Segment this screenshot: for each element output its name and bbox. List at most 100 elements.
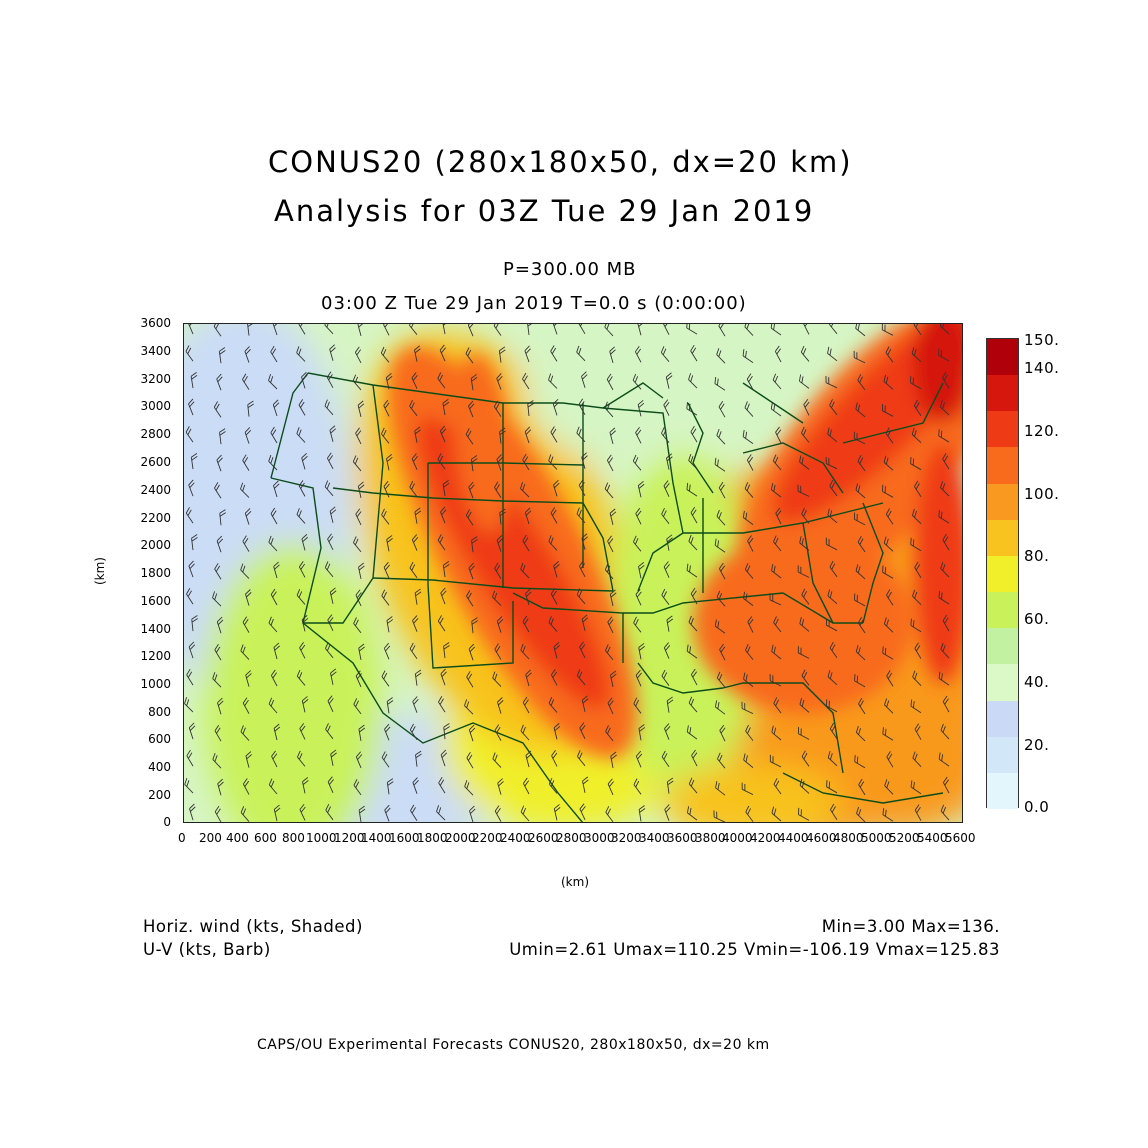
wind-barb [385,372,393,390]
wind-barb [301,371,308,389]
wind-barb [743,753,754,768]
wind-barb [383,399,390,417]
wind-barb [854,593,866,607]
wind-barb [354,346,362,364]
wind-barb [492,671,502,687]
wind-barb [268,454,278,471]
wind-barb [272,323,280,336]
wind-barb [440,587,447,605]
wind-barb [190,453,198,470]
map-border [183,323,963,823]
x-tick: 3400 [639,831,670,845]
wind-barb [470,455,478,472]
wind-barb [853,512,866,526]
wind-barb [380,346,390,363]
y-tick: 2200 [140,511,171,525]
wind-barb [881,403,894,417]
wind-barb [358,562,365,579]
wind-barb [801,750,810,767]
wind-barb [719,724,726,742]
wind-barb [799,617,810,632]
level-label: P=300.00 MB [503,259,637,280]
y-tick: 800 [148,705,171,719]
y-tick: 400 [148,760,171,774]
wind-barb [912,589,922,606]
wind-barb [827,751,838,767]
wind-barb [355,508,362,526]
wind-barb [381,427,390,444]
wind-barb [581,614,589,631]
colorbar-band [987,483,1018,521]
wind-barb [581,533,588,550]
wind-barb [271,750,278,768]
wind-barb [498,346,506,363]
field2-label: U-V (kts, Barb) [143,940,271,959]
wind-barb [910,537,922,552]
wind-barb [688,534,698,551]
wind-barb [216,535,224,553]
wind-barb [825,456,838,470]
wind-barb [799,536,810,551]
wind-barb [442,479,450,497]
wind-barb [825,376,838,389]
valid-time-label: 03:00 Z Tue 29 Jan 2019 T=0.0 s (0:00:00… [321,293,747,314]
colorbar-label: 120. [1024,422,1060,440]
y-tick: 1200 [140,649,171,663]
wind-barb [327,533,334,551]
wind-barb [357,481,365,499]
field1-label: Horiz. wind (kts, Shaded) [143,917,363,936]
x-tick: 5400 [917,831,948,845]
wind-barb [493,400,502,417]
wind-barb [914,723,922,740]
wind-barb [268,616,278,633]
wind-barb [355,751,363,769]
wind-barb [769,674,782,687]
wind-barb [664,723,671,740]
wind-barb [604,482,614,499]
wind-barb [688,615,698,632]
wind-barb [414,426,421,443]
wind-barb [299,803,306,821]
wind-barb [939,323,950,335]
wind-barb [186,588,194,605]
wind-barb [773,616,782,633]
wind-barb [268,778,278,795]
wind-barb [886,751,894,768]
wind-barb [800,345,810,362]
wind-barb [329,344,336,361]
wind-barb [247,400,254,417]
y-tick: 600 [148,732,171,746]
wind-barb [466,671,474,688]
wind-barb [439,425,447,443]
wind-barb [606,454,614,472]
x-tick: 4200 [750,831,781,845]
wind-barb [522,372,530,390]
wind-barb [605,644,614,661]
wind-barb [325,804,334,821]
wind-barb [412,696,419,713]
wind-barb [576,507,586,524]
wind-barb [553,723,561,740]
wind-barb [885,346,894,363]
wind-barb [325,642,334,659]
wind-barb [607,697,614,715]
wind-barb [745,643,754,660]
wind-barb [219,509,226,526]
wind-barb [801,588,810,605]
wind-barb [661,750,670,767]
wind-barb [327,695,334,712]
wind-barb [912,751,922,768]
wind-barb [466,590,474,607]
colorbar-label: 40. [1024,673,1050,691]
wind-barb [520,724,530,741]
wind-barb [496,454,503,471]
colorbar-band [987,664,1018,702]
wind-barb [297,750,306,767]
wind-barb [550,345,558,362]
wind-barb [409,723,418,740]
wind-barb [581,371,588,388]
wind-barb [715,781,726,796]
x-tick: 2200 [472,831,503,845]
wind-barb [381,751,390,768]
wind-barb [607,616,614,634]
